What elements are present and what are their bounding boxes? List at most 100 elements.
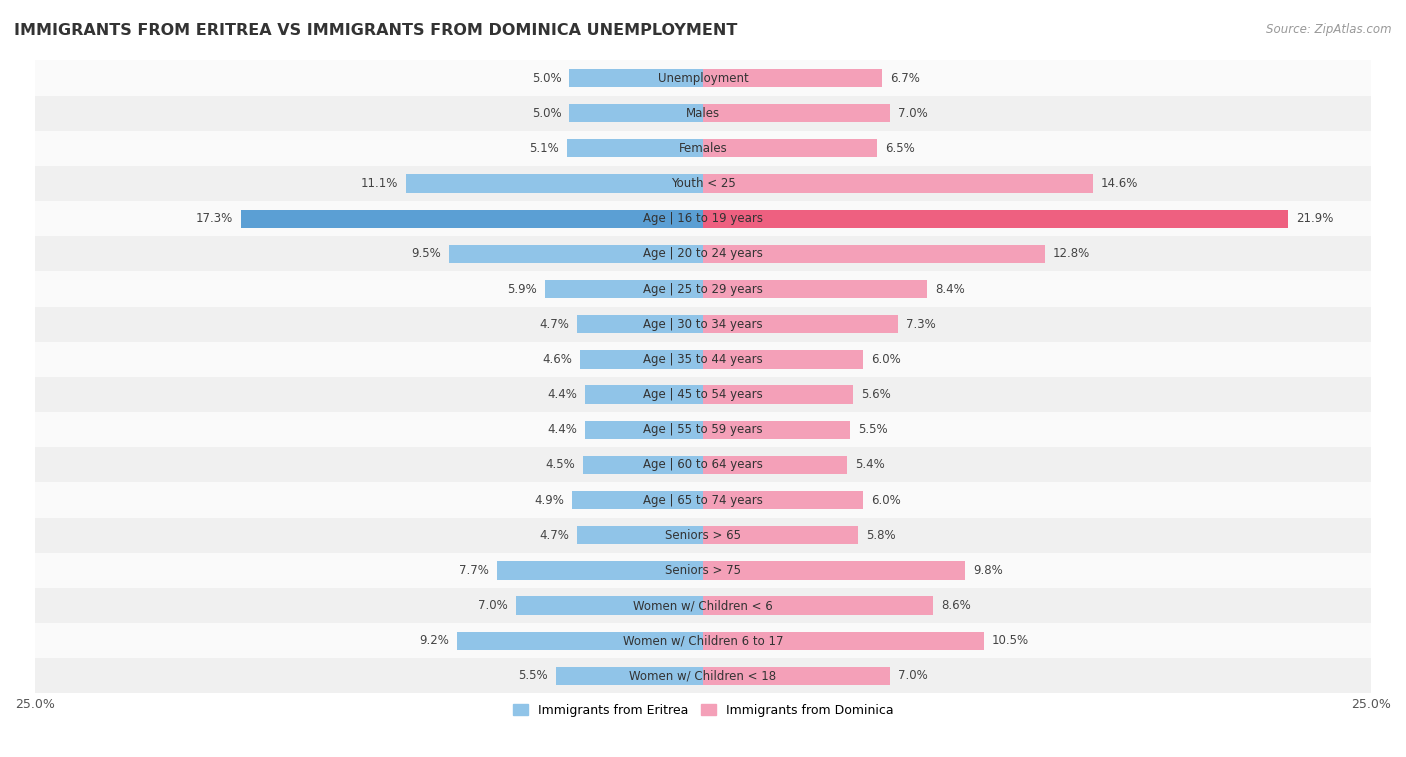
Text: Age | 35 to 44 years: Age | 35 to 44 years: [643, 353, 763, 366]
Bar: [703, 315, 898, 333]
Text: 4.4%: 4.4%: [547, 388, 578, 401]
Text: 5.9%: 5.9%: [508, 282, 537, 295]
Bar: [567, 139, 703, 157]
Bar: [35, 447, 1371, 482]
Bar: [703, 526, 858, 544]
Bar: [703, 210, 1288, 228]
Bar: [35, 553, 1371, 588]
Text: 7.0%: 7.0%: [898, 669, 928, 682]
Bar: [703, 174, 1092, 193]
Bar: [35, 95, 1371, 131]
Bar: [585, 385, 703, 403]
Text: Women w/ Children < 18: Women w/ Children < 18: [630, 669, 776, 682]
Text: Females: Females: [679, 142, 727, 155]
Bar: [703, 667, 890, 685]
Bar: [703, 280, 928, 298]
Bar: [546, 280, 703, 298]
Bar: [703, 385, 852, 403]
Bar: [35, 588, 1371, 623]
Text: 5.5%: 5.5%: [858, 423, 887, 436]
Bar: [703, 139, 877, 157]
Text: 4.4%: 4.4%: [547, 423, 578, 436]
Text: 4.7%: 4.7%: [540, 528, 569, 542]
Bar: [703, 69, 882, 87]
Text: 9.2%: 9.2%: [419, 634, 449, 647]
Bar: [703, 421, 851, 439]
Bar: [578, 315, 703, 333]
Text: 7.3%: 7.3%: [905, 318, 936, 331]
Text: 9.8%: 9.8%: [973, 564, 1002, 577]
Bar: [572, 491, 703, 509]
Bar: [703, 491, 863, 509]
Text: 7.0%: 7.0%: [478, 599, 508, 612]
Bar: [703, 245, 1045, 263]
Text: 5.4%: 5.4%: [855, 459, 884, 472]
Bar: [35, 61, 1371, 95]
Bar: [703, 350, 863, 369]
Legend: Immigrants from Eritrea, Immigrants from Dominica: Immigrants from Eritrea, Immigrants from…: [508, 699, 898, 722]
Text: 6.0%: 6.0%: [872, 353, 901, 366]
Bar: [569, 69, 703, 87]
Text: Age | 55 to 59 years: Age | 55 to 59 years: [643, 423, 763, 436]
Text: 11.1%: 11.1%: [361, 177, 398, 190]
Text: 4.9%: 4.9%: [534, 494, 564, 506]
Bar: [35, 201, 1371, 236]
Text: Age | 45 to 54 years: Age | 45 to 54 years: [643, 388, 763, 401]
Text: 6.0%: 6.0%: [872, 494, 901, 506]
Bar: [569, 104, 703, 123]
Text: Seniors > 75: Seniors > 75: [665, 564, 741, 577]
Text: Women w/ Children < 6: Women w/ Children < 6: [633, 599, 773, 612]
Bar: [35, 412, 1371, 447]
Text: Males: Males: [686, 107, 720, 120]
Bar: [35, 166, 1371, 201]
Bar: [582, 456, 703, 474]
Bar: [35, 236, 1371, 272]
Bar: [498, 561, 703, 580]
Text: Seniors > 65: Seniors > 65: [665, 528, 741, 542]
Text: IMMIGRANTS FROM ERITREA VS IMMIGRANTS FROM DOMINICA UNEMPLOYMENT: IMMIGRANTS FROM ERITREA VS IMMIGRANTS FR…: [14, 23, 737, 38]
Text: 5.0%: 5.0%: [531, 107, 561, 120]
Text: 5.6%: 5.6%: [860, 388, 890, 401]
Text: 6.7%: 6.7%: [890, 71, 920, 85]
Text: 5.0%: 5.0%: [531, 71, 561, 85]
Text: 14.6%: 14.6%: [1101, 177, 1139, 190]
Bar: [703, 456, 848, 474]
Bar: [35, 307, 1371, 341]
Text: 5.8%: 5.8%: [866, 528, 896, 542]
Bar: [449, 245, 703, 263]
Bar: [703, 597, 932, 615]
Text: 4.6%: 4.6%: [543, 353, 572, 366]
Text: 4.5%: 4.5%: [546, 459, 575, 472]
Text: Source: ZipAtlas.com: Source: ZipAtlas.com: [1267, 23, 1392, 36]
Bar: [35, 659, 1371, 693]
Bar: [35, 623, 1371, 659]
Text: Unemployment: Unemployment: [658, 71, 748, 85]
Text: Youth < 25: Youth < 25: [671, 177, 735, 190]
Text: Age | 16 to 19 years: Age | 16 to 19 years: [643, 212, 763, 225]
Bar: [35, 518, 1371, 553]
Text: 9.5%: 9.5%: [412, 248, 441, 260]
Text: Age | 60 to 64 years: Age | 60 to 64 years: [643, 459, 763, 472]
Text: 10.5%: 10.5%: [991, 634, 1029, 647]
Bar: [240, 210, 703, 228]
Bar: [578, 526, 703, 544]
Text: Age | 65 to 74 years: Age | 65 to 74 years: [643, 494, 763, 506]
Bar: [35, 341, 1371, 377]
Bar: [457, 631, 703, 650]
Bar: [703, 104, 890, 123]
Text: 5.5%: 5.5%: [519, 669, 548, 682]
Bar: [35, 482, 1371, 518]
Text: 6.5%: 6.5%: [884, 142, 914, 155]
Text: Women w/ Children 6 to 17: Women w/ Children 6 to 17: [623, 634, 783, 647]
Text: 8.4%: 8.4%: [935, 282, 966, 295]
Text: 8.6%: 8.6%: [941, 599, 970, 612]
Bar: [581, 350, 703, 369]
Bar: [35, 272, 1371, 307]
Bar: [35, 377, 1371, 412]
Text: 5.1%: 5.1%: [529, 142, 558, 155]
Bar: [555, 667, 703, 685]
Text: 21.9%: 21.9%: [1296, 212, 1334, 225]
Bar: [585, 421, 703, 439]
Text: 7.7%: 7.7%: [460, 564, 489, 577]
Text: Age | 30 to 34 years: Age | 30 to 34 years: [643, 318, 763, 331]
